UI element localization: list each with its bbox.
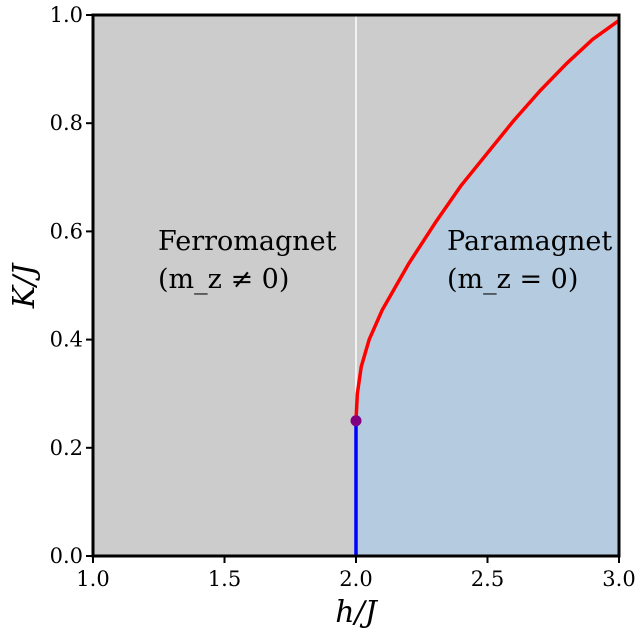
x-tick-label: 2.5 bbox=[471, 567, 504, 591]
region-condition-ferromagnet: (m_z ≠ 0) bbox=[158, 264, 289, 295]
x-axis-title: h/J bbox=[335, 595, 378, 630]
y-axis-title: K/J bbox=[7, 262, 42, 310]
region-name-paramagnet: Paramagnet bbox=[447, 226, 612, 257]
tricritical-point bbox=[350, 415, 362, 427]
y-tick-label: 0.8 bbox=[50, 111, 83, 135]
x-tick-label: 1.5 bbox=[208, 567, 241, 591]
x-tick-label: 3.0 bbox=[602, 567, 635, 591]
plot-area bbox=[93, 15, 621, 557]
y-tick-label: 0.2 bbox=[50, 436, 83, 460]
region-paramagnet bbox=[356, 20, 619, 557]
x-tick-label: 2.0 bbox=[339, 567, 372, 591]
y-tick-label: 0.6 bbox=[50, 219, 83, 243]
axes: 1.0 1.5 2.0 2.5 3.0 0.0 0.2 0.4 0.6 0.8 1.0 bbox=[50, 3, 636, 591]
y-tick-label: 0.0 bbox=[50, 544, 83, 568]
region-condition-paramagnet: (m_z = 0) bbox=[447, 264, 578, 295]
y-tick-label: 0.4 bbox=[50, 328, 83, 352]
region-labels: Ferromagnet (m_z ≠ 0) Paramagnet (m_z = … bbox=[158, 226, 612, 295]
y-tick-label: 1.0 bbox=[50, 3, 83, 27]
region-name-ferromagnet: Ferromagnet bbox=[158, 226, 337, 257]
x-tick-label: 1.0 bbox=[76, 567, 109, 591]
critical-line-red bbox=[354, 18, 621, 421]
